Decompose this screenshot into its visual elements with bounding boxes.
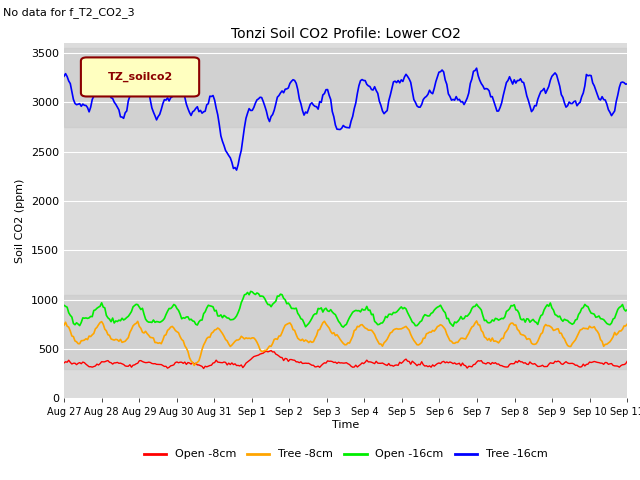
Bar [64, 48, 627, 127]
FancyBboxPatch shape [81, 58, 199, 96]
Legend: Open -8cm, Tree -8cm, Open -16cm, Tree -16cm: Open -8cm, Tree -8cm, Open -16cm, Tree -… [139, 445, 552, 464]
Text: No data for f_T2_CO2_3: No data for f_T2_CO2_3 [3, 7, 135, 18]
Text: TZ_soilco2: TZ_soilco2 [108, 72, 173, 82]
X-axis label: Time: Time [332, 420, 359, 430]
Y-axis label: Soil CO2 (ppm): Soil CO2 (ppm) [15, 179, 26, 263]
Bar [64, 295, 627, 369]
Title: Tonzi Soil CO2 Profile: Lower CO2: Tonzi Soil CO2 Profile: Lower CO2 [230, 27, 461, 41]
